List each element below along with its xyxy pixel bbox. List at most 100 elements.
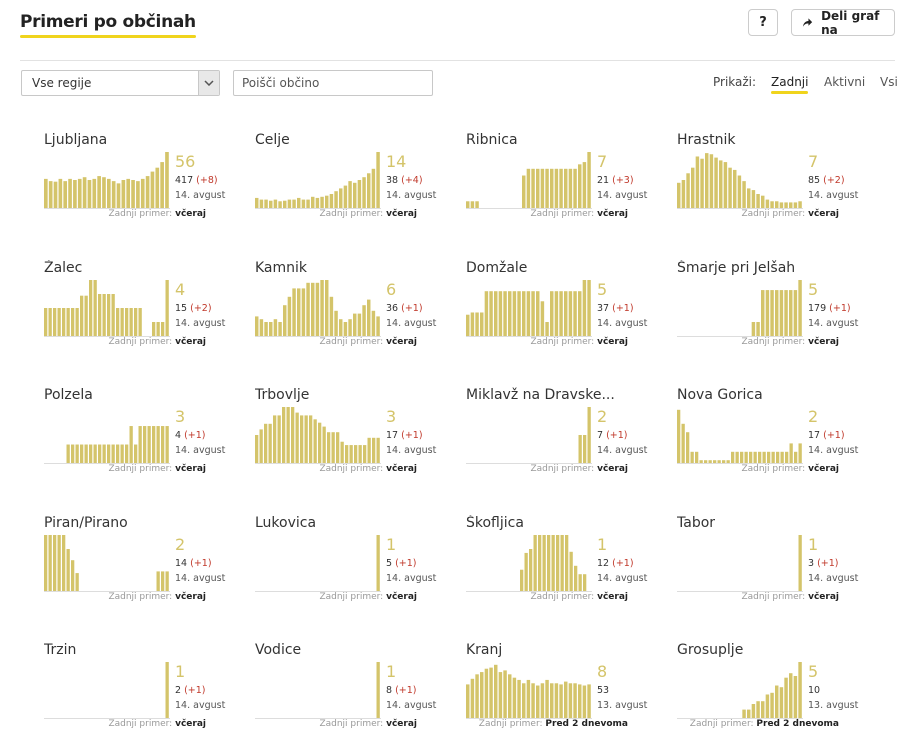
daily-case-bar xyxy=(264,322,268,336)
last-case-value: včeraj xyxy=(597,209,628,219)
daily-case-bar xyxy=(84,295,88,336)
daily-case-bar xyxy=(165,280,169,336)
daily-case-bar xyxy=(564,681,568,718)
show-label: Prikaži: xyxy=(713,75,757,89)
help-button[interactable]: ? xyxy=(748,9,778,36)
share-button[interactable]: Deli graf na xyxy=(791,9,895,37)
daily-case-bar xyxy=(547,535,551,591)
daily-case-bar xyxy=(559,168,563,208)
chevron-down-icon[interactable] xyxy=(198,71,219,95)
tab-aktivni[interactable]: Aktivni xyxy=(824,75,866,89)
daily-case-bar xyxy=(301,199,306,208)
municipality-card[interactable]: Trbovlje 3 17 (+1) 14. avgust Zadnji primer:… xyxy=(239,387,439,497)
total-cases-line: 3 (+1) xyxy=(808,558,839,569)
municipality-card[interactable]: Miklavž na Dravske... 2 7 (+1) 14. avgust Za… xyxy=(450,387,650,497)
daily-case-bar xyxy=(770,201,774,208)
daily-case-bar xyxy=(690,451,694,463)
municipality-card[interactable]: Ribnica 7 21 (+3) 14. avgust Zadnji primer: … xyxy=(450,132,650,242)
daily-case-bar xyxy=(550,291,554,336)
total-cases-line: 53 xyxy=(597,685,609,696)
last-case-value: včeraj xyxy=(597,337,628,347)
daily-case-bar xyxy=(761,290,765,336)
last-case-line: Zadnji primer: včeraj xyxy=(319,464,417,474)
daily-case-bar xyxy=(677,182,681,208)
daily-case-bar xyxy=(309,415,313,463)
municipality-card[interactable]: Vodice 1 8 (+1) 14. avgust Zadnji primer: vč… xyxy=(239,642,439,751)
last-case-value: včeraj xyxy=(386,209,417,219)
daily-case-bar xyxy=(125,308,129,336)
municipality-card[interactable]: Celje 14 38 (+4) 14. avgust Zadnji primer: v… xyxy=(239,132,439,242)
daily-case-bar xyxy=(325,280,329,336)
last-case-value: Pred 2 dnevoma xyxy=(545,719,628,729)
municipality-card[interactable]: Tabor 1 3 (+1) 14. avgust Zadnji primer: vče… xyxy=(661,515,861,625)
daily-case-bar xyxy=(111,444,115,463)
total-cases-line: 2 (+1) xyxy=(175,685,206,696)
total-cases: 3 xyxy=(808,558,815,569)
search-input[interactable] xyxy=(233,70,433,96)
daily-case-bar xyxy=(75,308,79,336)
daily-case-bar xyxy=(793,676,798,718)
municipality-card[interactable]: Škofljica 1 12 (+1) 14. avgust Zadnji primer… xyxy=(450,515,650,625)
total-cases: 36 xyxy=(386,303,399,314)
last-case-line: Zadnji primer: včeraj xyxy=(319,592,417,602)
daily-case-bar xyxy=(677,409,681,463)
daily-case-bar xyxy=(798,201,802,208)
municipality-card[interactable]: Šmarje pri Jelšah 5 179 (+1) 14. avgust Zadn… xyxy=(661,260,861,370)
last-case-value: včeraj xyxy=(386,464,417,474)
daily-case-bar xyxy=(744,451,748,463)
daily-case-bar xyxy=(470,312,475,336)
last-case-line: Zadnji primer: včeraj xyxy=(319,337,417,347)
municipality-card[interactable]: Piran/Pirano 2 14 (+1) 14. avgust Zadnji pri… xyxy=(28,515,228,625)
daily-case-bar xyxy=(559,684,563,718)
municipality-name: Kranj xyxy=(466,642,503,658)
municipality-card[interactable]: Ljubljana 56 417 (+8) 14. avgust Zadnji prim… xyxy=(28,132,228,242)
tab-vsi[interactable]: Vsi xyxy=(880,75,898,89)
daily-case-bar xyxy=(371,168,376,208)
daily-case-bar xyxy=(695,451,699,463)
daily-case-bar xyxy=(138,426,142,463)
daily-case-bar xyxy=(765,199,770,208)
municipality-card[interactable]: Nova Gorica 2 17 (+1) 14. avgust Zadnji prim… xyxy=(661,387,861,497)
delta-cases: (+1) xyxy=(612,558,634,569)
daily-case-bar xyxy=(531,168,535,208)
daily-case-bar xyxy=(517,291,521,336)
municipality-name: Miklavž na Dravske... xyxy=(466,387,615,403)
daily-case-bar xyxy=(551,535,555,591)
daily-case-bar xyxy=(480,672,484,718)
tab-zadnji[interactable]: Zadnji xyxy=(771,75,809,94)
daily-case-bar xyxy=(542,535,546,591)
last-case-label: Zadnji primer: xyxy=(530,464,595,474)
report-date: 14. avgust xyxy=(386,445,437,456)
municipality-card[interactable]: Žalec 4 15 (+2) 14. avgust Zadnji primer: vč… xyxy=(28,260,228,370)
total-cases: 17 xyxy=(808,430,821,441)
municipality-card[interactable]: Kamnik 6 36 (+1) 14. avgust Zadnji primer: v… xyxy=(239,260,439,370)
daily-case-bar xyxy=(560,535,564,591)
last-case-label: Zadnji primer: xyxy=(741,209,806,219)
municipality-card[interactable]: Domžale 5 37 (+1) 14. avgust Zadnji primer: … xyxy=(450,260,650,370)
daily-case-bar xyxy=(322,426,326,463)
daily-case-bar xyxy=(508,674,512,718)
daily-case-bar xyxy=(165,571,169,591)
daily-case-bar xyxy=(775,685,779,718)
municipality-card[interactable]: Trzin 1 2 (+1) 14. avgust Zadnji primer: vče… xyxy=(28,642,228,751)
municipality-card[interactable]: Kranj 8 53 13. avgust Zadnji primer: Pred 2 … xyxy=(450,642,650,751)
daily-case-bar xyxy=(376,662,380,718)
municipality-card[interactable]: Grosuplje 5 10 13. avgust Zadnji primer: Pre… xyxy=(661,642,861,751)
municipality-name: Nova Gorica xyxy=(677,387,763,403)
total-cases: 8 xyxy=(386,685,393,696)
municipality-card[interactable]: Hrastnik 7 85 (+2) 14. avgust Zadnji primer:… xyxy=(661,132,861,242)
daily-case-bar xyxy=(138,308,142,336)
municipality-card[interactable]: Lukovica 1 5 (+1) 14. avgust Zadnji primer: … xyxy=(239,515,439,625)
municipality-bar-chart xyxy=(677,153,803,209)
total-cases-line: 15 (+2) xyxy=(175,303,212,314)
last-case-label: Zadnji primer: xyxy=(530,337,595,347)
daily-case-bar xyxy=(765,694,770,718)
total-cases-line: 37 (+1) xyxy=(597,303,634,314)
region-select[interactable]: Vse regije xyxy=(21,70,220,96)
report-date: 14. avgust xyxy=(386,700,437,711)
daily-case-bar xyxy=(578,574,582,591)
municipality-card[interactable]: Polzela 3 4 (+1) 14. avgust Zadnji primer: v… xyxy=(28,387,228,497)
daily-case-bar xyxy=(484,668,489,718)
daily-case-bar xyxy=(134,308,138,336)
daily-case-bar xyxy=(480,312,484,336)
